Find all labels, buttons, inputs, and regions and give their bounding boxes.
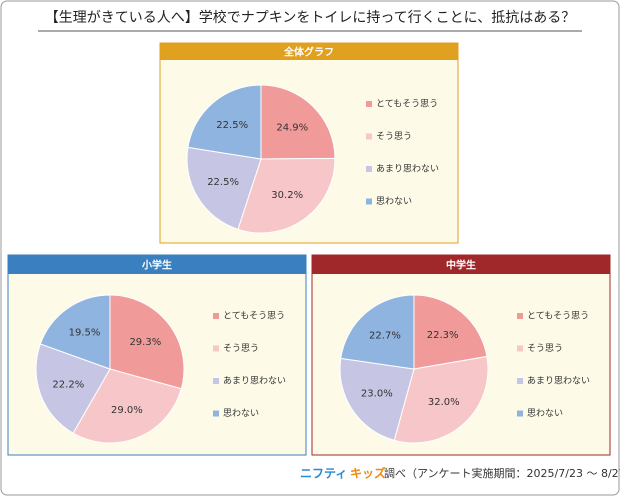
legend-marker <box>213 378 219 384</box>
slice-label: 22.3% <box>427 330 459 341</box>
slice-label: 22.5% <box>207 177 239 188</box>
panel-header <box>160 43 458 60</box>
pie-slice <box>339 357 415 441</box>
slice-label: 32.0% <box>428 397 460 408</box>
legend-marker <box>366 166 372 172</box>
legend-label: とてもそう思う <box>223 311 285 322</box>
slice-label: 22.2% <box>52 379 84 390</box>
legend-label: 思わない <box>223 408 259 419</box>
pie-slice <box>340 294 415 370</box>
pie-slice <box>72 368 182 444</box>
legend-label: とてもそう思う <box>376 99 438 110</box>
legend-label: そう思う <box>527 343 563 354</box>
legend-label: あまり思わない <box>223 376 286 387</box>
legend-label: あまり思わない <box>376 164 439 175</box>
legend-marker <box>213 345 219 352</box>
panel-header <box>312 255 610 274</box>
pie-slice <box>413 294 488 370</box>
slice-label: 22.7% <box>369 330 401 341</box>
legend-label: そう思う <box>223 343 259 354</box>
slice-label: 23.0% <box>361 388 393 399</box>
legend-marker <box>213 313 219 319</box>
slice-label: 19.5% <box>69 328 101 339</box>
legend-marker <box>213 410 219 417</box>
legend-marker <box>517 345 523 352</box>
page-title: 【生理がきている人へ】学校でナプキンをトイレに持って行くことに、抵抗はある？ <box>45 9 575 26</box>
slice-label: 22.5% <box>216 120 248 131</box>
pie-slice <box>186 146 262 230</box>
legend-marker <box>517 313 523 319</box>
legend-marker <box>517 410 523 417</box>
slice-label: 30.2% <box>271 190 303 201</box>
slice-label: 29.0% <box>111 405 143 416</box>
brand-part: ニフティ <box>300 467 347 481</box>
panel-title: 中学生 <box>446 259 476 272</box>
footer-note: 調べ（アンケート実施期間：2025/7/23 ～ 8/27） <box>384 466 620 480</box>
pie-slice <box>237 157 336 234</box>
legend-label: とてもそう思う <box>527 311 589 322</box>
panel-title: 小学生 <box>141 259 172 272</box>
slice-label: 29.3% <box>129 337 161 348</box>
panel-header <box>8 255 306 274</box>
slice-label: 24.9% <box>276 122 308 133</box>
legend-marker <box>517 378 523 384</box>
pie-slice <box>35 343 111 434</box>
legend-label: 思わない <box>527 408 563 419</box>
pie-slice <box>260 84 336 160</box>
legend-label: 思わない <box>376 196 412 207</box>
legend-marker <box>366 198 372 205</box>
legend-label: あまり思わない <box>527 376 590 387</box>
panel-title: 全体グラフ <box>283 46 334 59</box>
pie-slice <box>393 355 489 444</box>
pie-slice <box>39 294 111 370</box>
legend-marker <box>366 101 372 107</box>
legend-marker <box>366 133 372 140</box>
pie-slice <box>187 84 262 160</box>
brand-part: キッズ <box>350 466 386 481</box>
pie-slice <box>109 294 185 390</box>
legend-label: そう思う <box>376 131 412 142</box>
